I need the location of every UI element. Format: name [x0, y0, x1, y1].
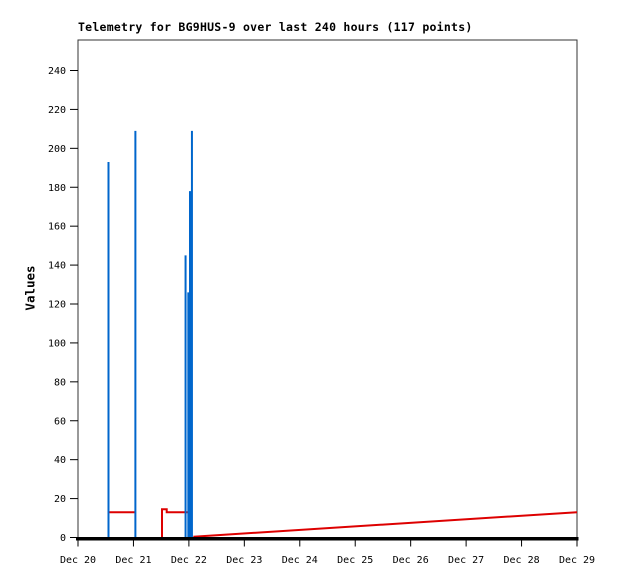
x-tick-label: Dec 25: [337, 555, 373, 566]
x-tick-label: Dec 21: [115, 555, 151, 566]
x-tick-label: Dec 20: [60, 555, 96, 566]
y-tick-label: 60: [54, 416, 66, 427]
y-tick-label: 20: [54, 494, 66, 505]
y-tick-label: 40: [54, 455, 66, 466]
y-tick-label: 140: [48, 261, 66, 272]
y-tick-label: 120: [48, 300, 66, 311]
y-tick-label: 200: [48, 144, 66, 155]
y-tick-label: 160: [48, 222, 66, 233]
red-line-segment: [193, 511, 578, 538]
plot-border: [77, 39, 578, 538]
y-tick-label: 0: [60, 533, 66, 544]
y-tick-label: 240: [48, 66, 66, 77]
chart-title: Telemetry for BG9HUS-9 over last 240 hou…: [78, 20, 473, 34]
x-tick-label: Dec 28: [503, 555, 539, 566]
y-tick-label: 180: [48, 183, 66, 194]
y-tick-label: 100: [48, 338, 66, 349]
x-tick-label: Dec 26: [393, 555, 429, 566]
x-tick-label: Dec 23: [226, 555, 262, 566]
x-tick-label: Dec 27: [448, 555, 484, 566]
x-tick-label: Dec 22: [171, 555, 207, 566]
y-tick-label: 80: [54, 377, 66, 388]
x-tick-label: Dec 24: [282, 555, 318, 566]
red-line-segment: [160, 508, 190, 538]
x-tick-label: Dec 29: [559, 555, 595, 566]
y-tick-label: 220: [48, 105, 66, 116]
